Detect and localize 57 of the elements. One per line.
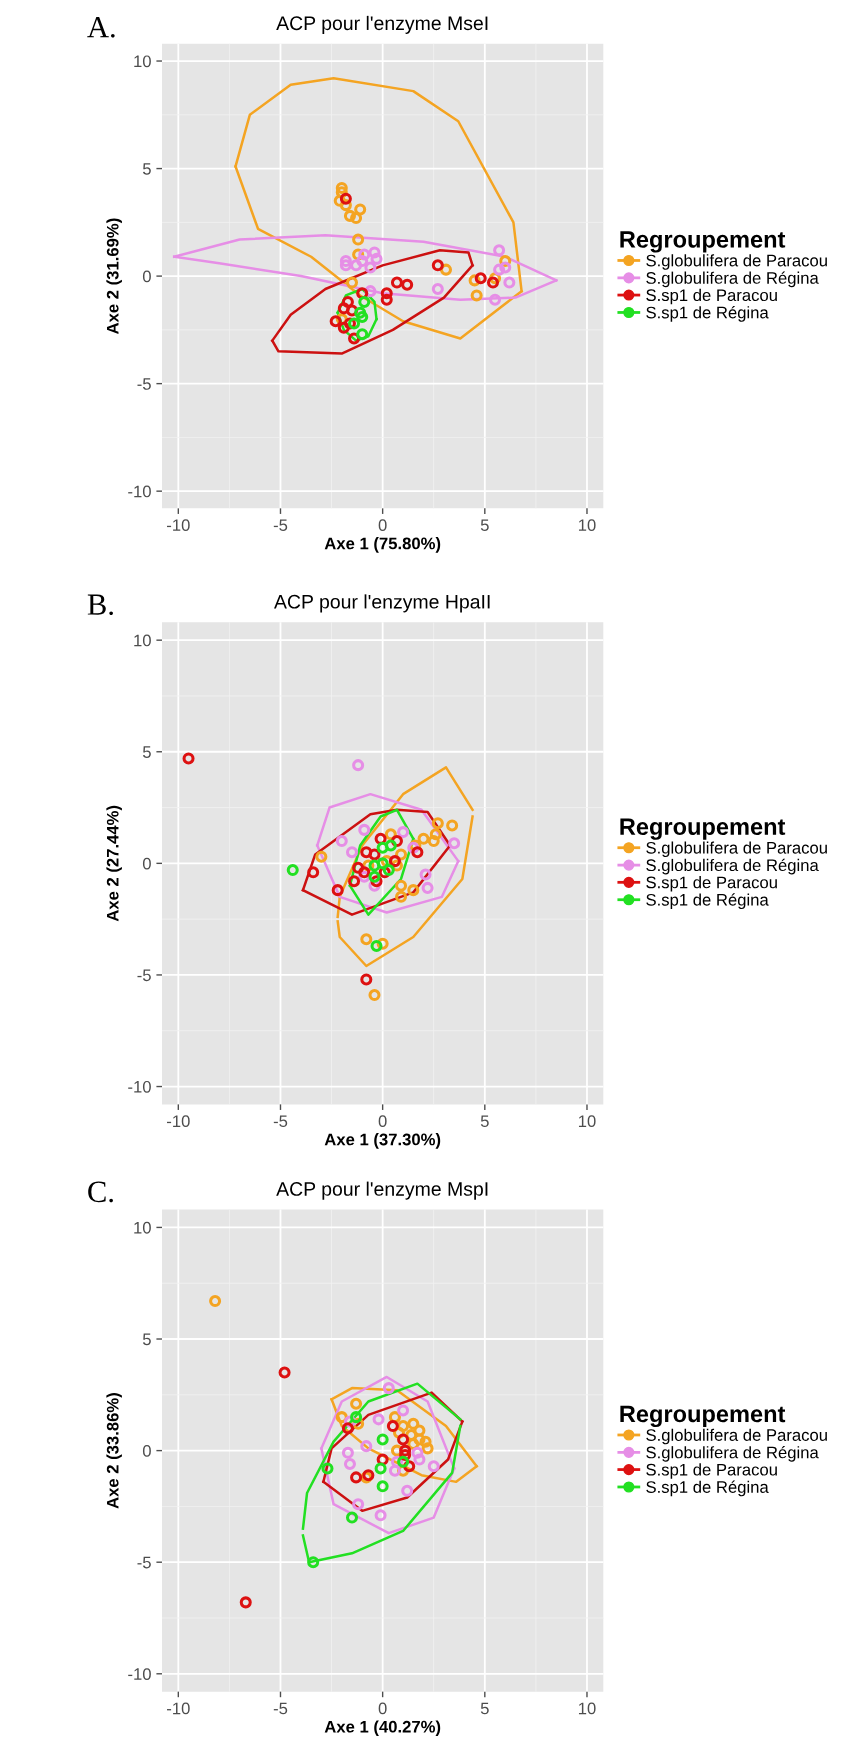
legend-label: S.globulifera de Régina: [646, 1445, 819, 1462]
y-axis-title: Axe 2 (31.69%): [106, 218, 122, 335]
x-tick-label: 0: [378, 1702, 387, 1715]
y-tick-label: 10: [134, 1221, 151, 1234]
text: C.: [88, 1181, 113, 1203]
y-tick-label: -10: [128, 485, 151, 498]
chart-title: ACP pour l'enzyme MspI: [276, 1181, 488, 1200]
text: A.: [87, 16, 115, 38]
y-tick-label: 5: [142, 1333, 151, 1346]
legend-title: Regroupement: [620, 1405, 786, 1428]
x-tick-label: 0: [378, 1115, 387, 1128]
legend-label: S.sp1 de Paracou: [646, 876, 777, 892]
x-tick-label: -10: [167, 519, 190, 532]
legend-title: Regroupement: [620, 231, 786, 253]
y-tick-label: -10: [128, 1668, 151, 1680]
x-tick-label: -10: [167, 1115, 190, 1128]
x-tick-label: 5: [480, 1702, 489, 1715]
y-tick-label: 0: [142, 1445, 151, 1457]
chart-title: ACP pour l'enzyme MseI: [276, 15, 488, 34]
y-tick-label: 10: [134, 55, 151, 68]
x-tick-label: 5: [480, 519, 489, 532]
legend-label: S.sp1 de Paracou: [646, 288, 777, 305]
legend-label: S.globulifera de Régina: [646, 858, 819, 875]
y-tick-label: 0: [142, 857, 151, 870]
legend-label: S.sp1 de Régina: [646, 893, 769, 910]
x-tick-label: 10: [578, 1702, 596, 1715]
y-tick-label: 10: [134, 634, 151, 647]
legend-title: Regroupement: [620, 818, 786, 840]
x-axis-title: Axe 1 (37.30%): [324, 1133, 441, 1149]
chart-title: ACP pour l'enzyme HpaII: [274, 594, 490, 613]
x-tick-label: -5: [273, 1702, 288, 1715]
y-tick-label: -5: [137, 969, 151, 982]
x-tick-label: 10: [578, 519, 596, 532]
y-tick-label: 5: [142, 746, 151, 758]
x-axis-title: Axe 1 (75.80%): [324, 537, 441, 553]
text: B.: [87, 594, 113, 616]
y-axis-title: Axe 2 (27.44%): [106, 805, 122, 922]
legend-label: S.globulifera de Paracou: [646, 1428, 827, 1445]
x-tick-label: -10: [167, 1702, 190, 1715]
legend-label: S.sp1 de Paracou: [646, 1463, 777, 1479]
legend-label: S.sp1 de Régina: [646, 1480, 769, 1497]
x-tick-label: 5: [480, 1115, 489, 1128]
legend-label: S.globulifera de Régina: [646, 271, 819, 288]
y-tick-label: -10: [128, 1080, 151, 1093]
y-axis-title: Axe 2 (33.86%): [106, 1393, 122, 1509]
y-tick-label: -5: [137, 1556, 151, 1569]
x-tick-label: 0: [378, 519, 387, 532]
x-tick-label: 10: [578, 1115, 596, 1128]
y-tick-label: -5: [137, 378, 151, 390]
legend-label: S.globulifera de Paracou: [646, 841, 827, 858]
y-tick-label: 0: [142, 270, 151, 283]
x-tick-label: -5: [273, 1115, 288, 1128]
y-tick-label: 5: [142, 163, 151, 175]
legend-label: S.globulifera de Paracou: [646, 254, 827, 270]
legend-label: S.sp1 de Régina: [646, 306, 769, 322]
x-axis-title: Axe 1 (40.27%): [324, 1720, 441, 1736]
x-tick-label: -5: [273, 519, 288, 532]
